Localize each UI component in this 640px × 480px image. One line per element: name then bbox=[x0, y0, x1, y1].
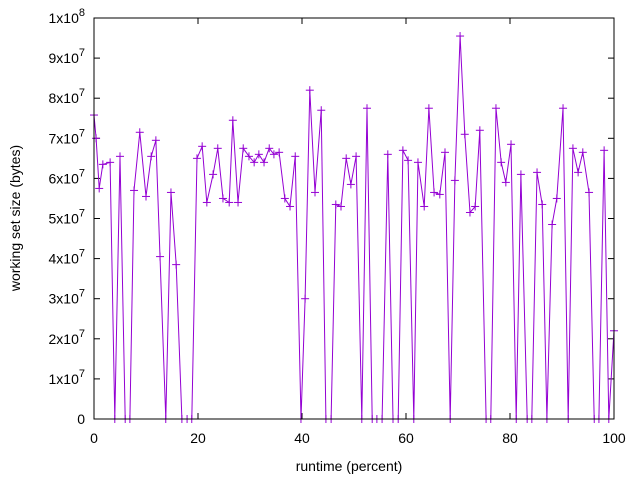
y-tick-label: 7x107 bbox=[49, 127, 85, 146]
data-point bbox=[331, 200, 340, 209]
data-point bbox=[585, 188, 594, 197]
y-tick-label: 2x107 bbox=[49, 328, 85, 347]
data-point bbox=[228, 116, 237, 125]
data-point bbox=[533, 168, 542, 177]
data-point bbox=[507, 140, 516, 149]
data-point bbox=[346, 180, 355, 189]
y-tick-label: 5x107 bbox=[49, 208, 85, 227]
data-point bbox=[497, 158, 506, 167]
data-point bbox=[398, 146, 407, 155]
data-point bbox=[305, 86, 314, 95]
data-point bbox=[574, 168, 583, 177]
y-tick-label: 6x107 bbox=[49, 167, 85, 186]
data-point bbox=[106, 158, 115, 167]
data-point bbox=[383, 150, 392, 159]
data-point bbox=[260, 158, 269, 167]
y-tick-label: 8x107 bbox=[49, 87, 85, 106]
data-point bbox=[250, 158, 259, 167]
data-point bbox=[352, 152, 361, 161]
y-tick-label: 9x107 bbox=[49, 47, 85, 66]
data-point bbox=[172, 260, 181, 269]
data-point bbox=[116, 152, 124, 161]
data-point bbox=[413, 158, 422, 167]
data-point bbox=[213, 144, 222, 153]
y-tick-label: 4x107 bbox=[49, 248, 85, 267]
x-tick-label: 0 bbox=[90, 430, 98, 446]
data-point bbox=[166, 188, 175, 197]
data-point bbox=[471, 202, 480, 211]
data-point bbox=[363, 104, 371, 113]
y-tick-label: 1x108 bbox=[49, 7, 85, 26]
data-point bbox=[538, 200, 547, 209]
plot-border bbox=[93, 17, 615, 420]
data-point bbox=[202, 198, 211, 207]
data-point bbox=[430, 188, 439, 197]
y-axis-label: working set size (bytes) bbox=[7, 145, 23, 292]
data-point bbox=[265, 144, 274, 153]
data-series bbox=[90, 32, 618, 423]
data-point bbox=[441, 148, 449, 157]
data-point bbox=[142, 192, 150, 201]
x-tick-label: 40 bbox=[294, 430, 310, 446]
data-point bbox=[209, 170, 218, 179]
data-point bbox=[311, 188, 319, 197]
data-point bbox=[218, 194, 227, 203]
data-point bbox=[234, 198, 243, 207]
data-point bbox=[130, 186, 139, 195]
y-tick-label: 1x107 bbox=[49, 368, 85, 387]
data-point bbox=[435, 190, 444, 199]
data-point bbox=[337, 202, 345, 211]
data-point bbox=[516, 170, 525, 179]
data-point bbox=[552, 194, 561, 203]
data-point bbox=[450, 176, 459, 185]
data-point bbox=[98, 160, 107, 169]
data-point bbox=[280, 194, 289, 203]
data-point bbox=[456, 32, 465, 41]
data-point bbox=[491, 104, 500, 113]
data-point bbox=[244, 152, 253, 161]
data-point bbox=[460, 130, 469, 139]
data-point bbox=[151, 136, 160, 145]
x-axis-label: runtime (percent) bbox=[296, 458, 403, 474]
data-point bbox=[225, 198, 234, 207]
x-tick-label: 80 bbox=[502, 430, 518, 446]
data-point bbox=[269, 150, 278, 159]
data-point bbox=[92, 134, 101, 143]
data-point bbox=[286, 202, 295, 211]
data-point bbox=[301, 294, 310, 303]
data-point bbox=[192, 154, 201, 163]
x-tick-label: 100 bbox=[602, 430, 626, 446]
data-point bbox=[424, 104, 433, 113]
series-line bbox=[93, 35, 615, 420]
data-point bbox=[254, 150, 263, 159]
data-point bbox=[600, 146, 609, 155]
data-point bbox=[578, 148, 587, 157]
data-point bbox=[156, 252, 165, 261]
data-point bbox=[420, 202, 429, 211]
data-point bbox=[135, 128, 144, 137]
data-point bbox=[475, 126, 484, 135]
axis-ticks: 0 20 40 60 80 100 0 1x107 2x107 3x107 4x107 5x107 6x… bbox=[49, 7, 626, 446]
data-point bbox=[147, 152, 156, 161]
data-point bbox=[559, 104, 568, 113]
data-point bbox=[568, 144, 577, 153]
data-point bbox=[317, 106, 326, 115]
y-tick-label: 3x107 bbox=[49, 288, 85, 307]
data-point bbox=[198, 142, 207, 151]
data-point bbox=[342, 154, 351, 163]
x-tick-label: 20 bbox=[190, 430, 206, 446]
data-point bbox=[548, 220, 557, 229]
x-tick-label: 60 bbox=[398, 430, 414, 446]
data-point bbox=[239, 144, 248, 153]
data-point bbox=[465, 208, 474, 217]
data-point bbox=[95, 184, 104, 193]
data-point bbox=[404, 156, 413, 165]
data-point bbox=[291, 152, 300, 161]
y-tick-label: 0 bbox=[77, 411, 85, 427]
data-point bbox=[275, 148, 284, 157]
data-point bbox=[501, 178, 510, 187]
